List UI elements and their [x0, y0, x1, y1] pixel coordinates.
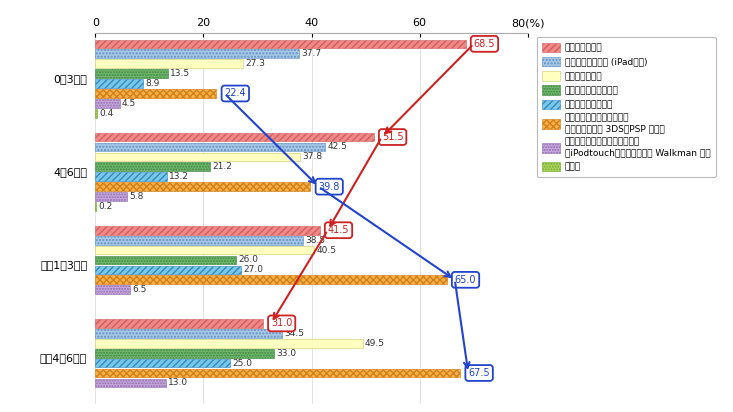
Text: 4～6歳児: 4～6歳児	[54, 167, 87, 177]
Bar	[95, 192, 127, 201]
Text: 25.0: 25.0	[232, 358, 253, 368]
Bar	[95, 276, 446, 284]
Bar	[95, 379, 166, 387]
Bar	[95, 133, 374, 141]
Legend: スマートフォン, タブレット型端末 (iPadなど), ノートパソコン, デスクトップパソコン, フィーチャーフォン, 通信機能のあるゲーム端末
（ニンテンドー: スマートフォン, タブレット型端末 (iPadなど), ノートパソコン, デスク…	[537, 37, 715, 177]
Text: 38.5: 38.5	[306, 236, 325, 245]
Text: 33.0: 33.0	[276, 349, 296, 358]
Text: 5.8: 5.8	[129, 192, 143, 201]
Bar	[95, 49, 299, 58]
Text: 27.3: 27.3	[245, 59, 265, 68]
Bar	[95, 162, 210, 171]
Text: 34.5: 34.5	[284, 329, 304, 338]
Bar	[95, 226, 320, 234]
Text: 37.7: 37.7	[301, 49, 321, 59]
Text: 0.4: 0.4	[100, 109, 114, 118]
Bar	[95, 329, 281, 338]
Bar	[95, 319, 263, 328]
Bar	[95, 182, 311, 191]
Text: 13.5: 13.5	[171, 69, 191, 78]
Text: 4.5: 4.5	[122, 99, 136, 108]
Text: 0～3歳児: 0～3歳児	[54, 74, 87, 84]
Text: 65.0: 65.0	[454, 275, 476, 285]
Text: 22.4: 22.4	[224, 89, 246, 98]
Bar	[95, 286, 130, 294]
Text: 13.0: 13.0	[168, 378, 188, 387]
Text: 39.8: 39.8	[319, 182, 340, 192]
Bar	[95, 69, 169, 78]
Bar	[95, 143, 325, 151]
Text: 51.5: 51.5	[382, 132, 403, 142]
Bar	[95, 339, 363, 348]
Bar	[95, 236, 303, 244]
Text: 40.5: 40.5	[317, 246, 336, 255]
Bar	[95, 109, 97, 118]
Bar	[95, 266, 241, 274]
Text: 67.5: 67.5	[468, 368, 490, 378]
Bar	[95, 172, 166, 181]
Text: 小剸1～3年生: 小剸1～3年生	[40, 260, 87, 270]
Text: 0.2: 0.2	[98, 202, 113, 211]
Text: 8.9: 8.9	[146, 79, 160, 88]
Bar	[95, 89, 216, 98]
Bar	[95, 202, 96, 211]
Bar	[95, 359, 230, 368]
Text: 31.0: 31.0	[271, 318, 292, 328]
Bar	[95, 246, 314, 255]
Bar	[95, 99, 119, 108]
Text: 37.8: 37.8	[302, 152, 322, 162]
Text: 42.5: 42.5	[327, 143, 347, 152]
Bar	[95, 369, 460, 377]
Text: 26.0: 26.0	[238, 255, 258, 265]
Text: 68.5: 68.5	[474, 39, 496, 49]
Text: 小剸4～6年生: 小剸4～6年生	[40, 353, 87, 363]
Text: 27.0: 27.0	[243, 265, 263, 274]
Text: 21.2: 21.2	[212, 162, 232, 171]
Bar	[95, 255, 236, 265]
Bar	[95, 59, 243, 68]
Bar	[95, 349, 273, 358]
Text: 13.2: 13.2	[169, 172, 189, 181]
Text: 41.5: 41.5	[328, 225, 349, 235]
Text: 49.5: 49.5	[365, 339, 385, 348]
Bar	[95, 79, 144, 88]
Text: 6.5: 6.5	[133, 285, 147, 294]
Bar	[95, 152, 300, 161]
Bar	[95, 40, 465, 48]
